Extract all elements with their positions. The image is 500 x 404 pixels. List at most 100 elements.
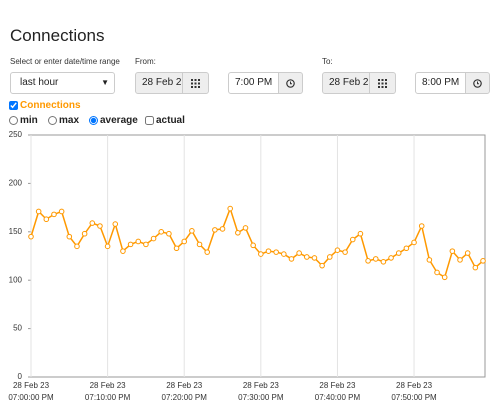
data-point [135, 238, 142, 245]
data-point [357, 230, 364, 237]
data-point [158, 229, 165, 235]
data-point [480, 258, 486, 264]
y-tick-label: 200 [9, 179, 23, 188]
data-point [166, 230, 172, 237]
data-point [242, 225, 249, 231]
data-point [35, 208, 42, 215]
data-point [334, 247, 341, 253]
data-point [464, 250, 471, 256]
data-point [235, 229, 241, 236]
x-tick-label: 28 Feb 23 07:20:00 PM [161, 381, 207, 402]
data-point [403, 245, 410, 252]
data-point [143, 241, 149, 248]
calendar-icon [378, 78, 387, 88]
x-tick-label: 28 Feb 23 07:40:00 PM [314, 381, 361, 402]
data-point [388, 255, 394, 261]
y-tick-label: 100 [9, 275, 23, 284]
mode-input[interactable] [89, 116, 98, 125]
data-point [66, 233, 73, 240]
mode-label: actual [156, 115, 185, 126]
data-point [281, 251, 287, 257]
data-point [326, 254, 333, 260]
plot-frame [30, 134, 486, 378]
mode-option[interactable]: average [89, 115, 138, 126]
y-tick-label: 250 [9, 130, 23, 139]
series-checkbox[interactable] [9, 101, 18, 110]
data-point [212, 227, 218, 233]
from-calendar-button[interactable] [182, 72, 209, 94]
data-point [288, 256, 295, 262]
y-tick-label: 50 [13, 324, 22, 333]
y-tick-label: 150 [9, 227, 23, 236]
mode-label: min [20, 115, 38, 126]
data-point [258, 251, 264, 257]
clock-icon [473, 78, 482, 88]
data-point [434, 269, 440, 276]
data-point [418, 223, 425, 229]
calendar-icon [191, 78, 200, 88]
data-point [372, 256, 379, 262]
data-point [173, 245, 180, 252]
mode-option[interactable]: min [9, 115, 38, 126]
series-toggle[interactable]: Connections [9, 100, 81, 111]
data-point [296, 250, 302, 256]
data-point [319, 262, 325, 269]
data-point [43, 216, 50, 223]
data-point [342, 249, 348, 255]
data-point [189, 228, 195, 234]
mode-label: max [59, 115, 80, 126]
from-clock-button[interactable] [278, 72, 303, 94]
range-label: Select or enter date/time range [10, 57, 120, 66]
data-point [51, 211, 57, 218]
series-toggle-label: Connections [20, 100, 81, 111]
data-point [349, 236, 356, 243]
data-point [265, 248, 272, 254]
data-point [112, 221, 119, 227]
data-point [204, 249, 211, 255]
from-label: From: [135, 57, 156, 66]
data-point [81, 230, 88, 237]
to-clock-button[interactable] [465, 72, 490, 94]
to-calendar-button[interactable] [369, 72, 396, 94]
data-point [411, 239, 417, 246]
data-point [457, 257, 463, 263]
data-point [74, 243, 80, 250]
y-tick-label: 0 [18, 372, 23, 380]
range-select[interactable]: last hour ▼ [10, 72, 115, 94]
data-point [219, 226, 226, 232]
chart: 0 50 100 150 200 250 [9, 130, 486, 380]
data-point [395, 250, 402, 256]
data-point [58, 208, 65, 215]
data-point [273, 249, 279, 255]
data-point [127, 241, 134, 248]
data-point [311, 255, 318, 261]
mode-input[interactable] [9, 116, 18, 125]
data-point [380, 259, 387, 265]
x-tick-label: 28 Feb 23 07:30:00 PM [238, 381, 284, 402]
data-point [104, 243, 111, 250]
page-title: Connections [10, 26, 105, 45]
x-tick-label: 28 Feb 23 07:00:00 PM [8, 381, 54, 402]
data-point [120, 248, 126, 254]
clock-icon [286, 78, 295, 88]
mode-option[interactable]: actual [145, 115, 185, 126]
data-point [196, 241, 203, 248]
x-tick-label: 28 Feb 23 07:10:00 PM [84, 381, 131, 402]
mode-label: average [100, 115, 138, 126]
data-point [472, 264, 479, 271]
data-point [365, 258, 371, 264]
data-point [426, 257, 433, 263]
data-point [303, 254, 310, 260]
mode-input[interactable] [145, 116, 154, 125]
data-point [150, 235, 157, 242]
data-point [97, 223, 103, 229]
mode-option[interactable]: max [48, 115, 79, 126]
data-point [227, 205, 233, 212]
mode-input[interactable] [48, 116, 57, 125]
data-point [89, 220, 96, 226]
data-point [181, 238, 188, 245]
range-select-value: last hour [20, 77, 59, 88]
data-point [441, 274, 448, 281]
data-point [449, 248, 456, 254]
